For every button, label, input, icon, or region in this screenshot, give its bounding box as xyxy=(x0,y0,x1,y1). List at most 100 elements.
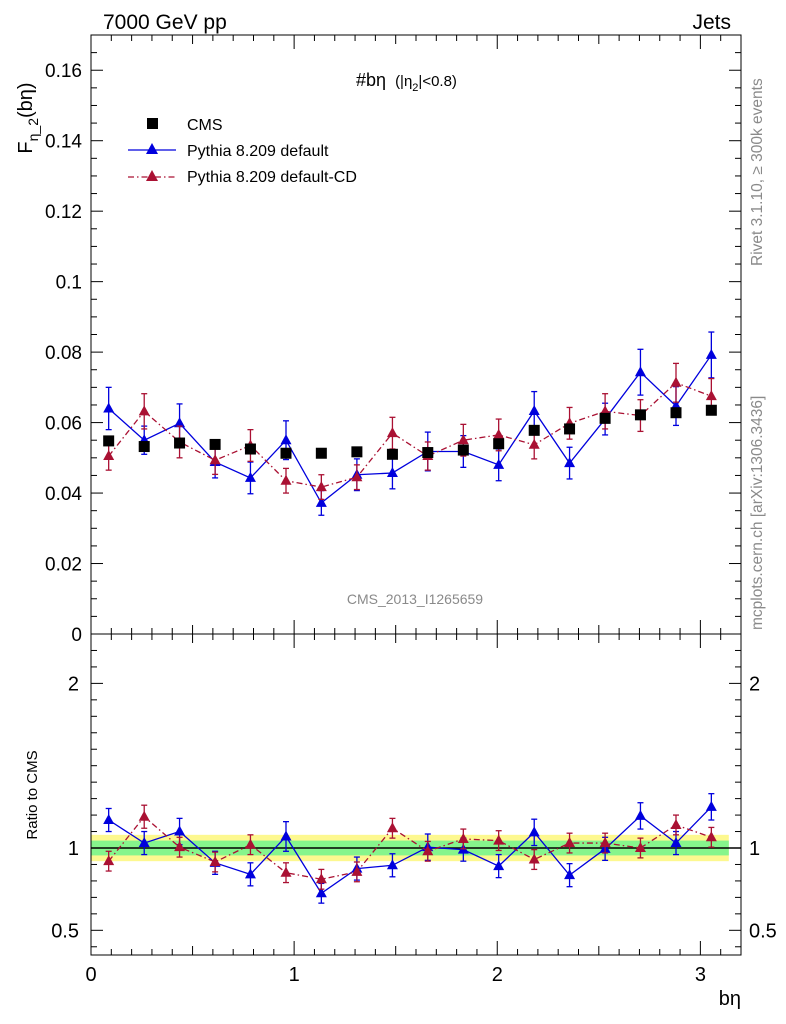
ratio-cd-series-point xyxy=(670,818,682,829)
ratio-default-series-point xyxy=(386,859,398,870)
cms-point xyxy=(103,435,115,447)
ratio-cd-series-point xyxy=(599,837,611,848)
ratio-cd-series-point xyxy=(528,853,540,864)
header-left: 7000 GeV pp xyxy=(103,11,227,34)
cd-series-point xyxy=(493,428,505,439)
ratio-cd-series-point xyxy=(386,822,398,833)
cd-series-point xyxy=(351,471,363,482)
cd-series-point xyxy=(599,405,611,416)
ratio-default-series-point xyxy=(670,837,682,848)
main-ytick-label: 0.08 xyxy=(45,343,82,364)
ratio-ytick-label: 2 xyxy=(68,673,79,695)
ratio-default-series-point xyxy=(315,887,327,898)
cms-point xyxy=(493,438,505,450)
ratio-cd-series-point xyxy=(705,831,717,842)
cms-point xyxy=(705,404,717,416)
x-axis-label: bη xyxy=(719,988,741,1010)
main-ylabel-tail: (bη) xyxy=(15,82,37,118)
ratio-cd-series-point xyxy=(280,866,292,877)
plot-title-suffix: (|η xyxy=(395,73,412,90)
cd-series-point xyxy=(528,438,540,449)
legend-cms-label: CMS xyxy=(187,117,223,134)
legend: CMS Pythia 8.209 default Pythia 8.209 de… xyxy=(128,117,357,186)
ratio-xtick-label: 0 xyxy=(85,964,96,986)
main-ytick-label: 0.12 xyxy=(45,202,82,223)
mcplots-label: mcplots.cern.ch [arXiv:1306.3436] xyxy=(749,396,766,630)
default-series-point xyxy=(705,348,717,359)
header-right: Jets xyxy=(692,11,731,34)
ratio-cd-series-point xyxy=(209,855,221,866)
plot-title: #bη (|η2|<0.8) xyxy=(356,70,457,94)
ratio-cd-series-point xyxy=(493,834,505,845)
cms-point xyxy=(244,443,256,455)
cd-series-point xyxy=(705,390,717,401)
ratio-cd-series-point xyxy=(103,855,115,866)
ratio-cd-series-point xyxy=(564,837,576,848)
cms-point xyxy=(351,446,363,458)
plot-title-main: #bη xyxy=(356,70,386,90)
ratio-default-series-point xyxy=(280,830,292,841)
watermark: CMS_2013_I1265659 xyxy=(347,591,483,607)
ratio-cd-series-point xyxy=(138,810,150,821)
ratio-ytick-label: 0.5 xyxy=(51,920,79,942)
legend-default-marker xyxy=(146,143,158,154)
default-series-point xyxy=(315,496,327,507)
main-ylabel-sub: η_2 xyxy=(25,118,41,142)
ratio-ylabel: Ratio to CMS xyxy=(24,750,41,839)
ratio-ytick-label: 1 xyxy=(68,838,79,860)
main-ytick-label: 0 xyxy=(71,625,82,646)
default-series-point xyxy=(174,417,186,428)
cd-series-line xyxy=(108,382,712,488)
ratio-cd-series-point xyxy=(457,832,469,843)
ratio-cd-series-point xyxy=(634,842,646,852)
cd-series-point xyxy=(670,376,682,387)
main-ytick-label: 0.1 xyxy=(56,273,82,294)
cms-point xyxy=(564,423,576,435)
legend-cms-marker xyxy=(147,118,158,129)
cd-series-point xyxy=(386,427,398,438)
main-ytick-label: 0.16 xyxy=(45,61,82,82)
main-ylabel-f: F xyxy=(15,141,37,153)
default-series-point xyxy=(564,457,576,468)
ratio-cd-series-line xyxy=(108,815,712,880)
cd-series-point xyxy=(209,454,221,465)
cd-series-point xyxy=(280,474,292,485)
ratio-default-series-line xyxy=(108,806,712,895)
ratio-default-series-point xyxy=(103,814,115,825)
ratio-ytick-label-right: 0.5 xyxy=(749,920,777,942)
ratio-default-series-point xyxy=(174,825,186,836)
ratio-cd-series-point xyxy=(244,838,256,849)
cms-point xyxy=(422,447,434,459)
default-series-point xyxy=(244,471,256,482)
ratio-xtick-label: 2 xyxy=(492,964,503,986)
cms-point xyxy=(528,424,540,436)
main-panel: 0 0.02 0.04 0.06 0.08 0.1 0.12 0.14 0.16 xyxy=(45,34,742,646)
ratio-cd-series-point xyxy=(315,873,327,884)
ratio-default-series-point xyxy=(493,860,505,871)
default-series-point xyxy=(528,404,540,415)
ratio-panel: 0 1 2 3 0.5 0.5 1 1 2 2 xyxy=(51,633,777,986)
svg-text:#bη (|η2|<0.8): #bη (|η2|<0.8) xyxy=(356,70,457,94)
svg-text:Fη_2(bη): Fη_2(bη) xyxy=(15,82,41,153)
default-series-point xyxy=(634,366,646,377)
legend-default-label: Pythia 8.209 default xyxy=(187,143,329,160)
main-ytick-label: 0.06 xyxy=(45,414,82,435)
ratio-default-series-point xyxy=(138,837,150,848)
main-ylabel: Fη_2(bη) xyxy=(15,82,41,153)
cms-point xyxy=(599,412,611,424)
cms-point xyxy=(315,447,327,459)
cd-series-point xyxy=(138,405,150,416)
ratio-default-series-point xyxy=(564,869,576,880)
cd-series-point xyxy=(315,481,327,492)
main-ytick-label: 0.14 xyxy=(45,132,82,153)
cms-point xyxy=(138,441,150,453)
ratio-ytick-label-right: 1 xyxy=(749,838,760,860)
default-series-point xyxy=(280,434,292,445)
plot-title-end: |<0.8) xyxy=(418,73,457,90)
ratio-ytick-label-right: 2 xyxy=(749,673,760,695)
cd-series-point xyxy=(457,434,469,445)
cms-point xyxy=(174,437,186,449)
ratio-cd-series-point xyxy=(422,845,434,856)
default-series-point xyxy=(493,458,505,469)
